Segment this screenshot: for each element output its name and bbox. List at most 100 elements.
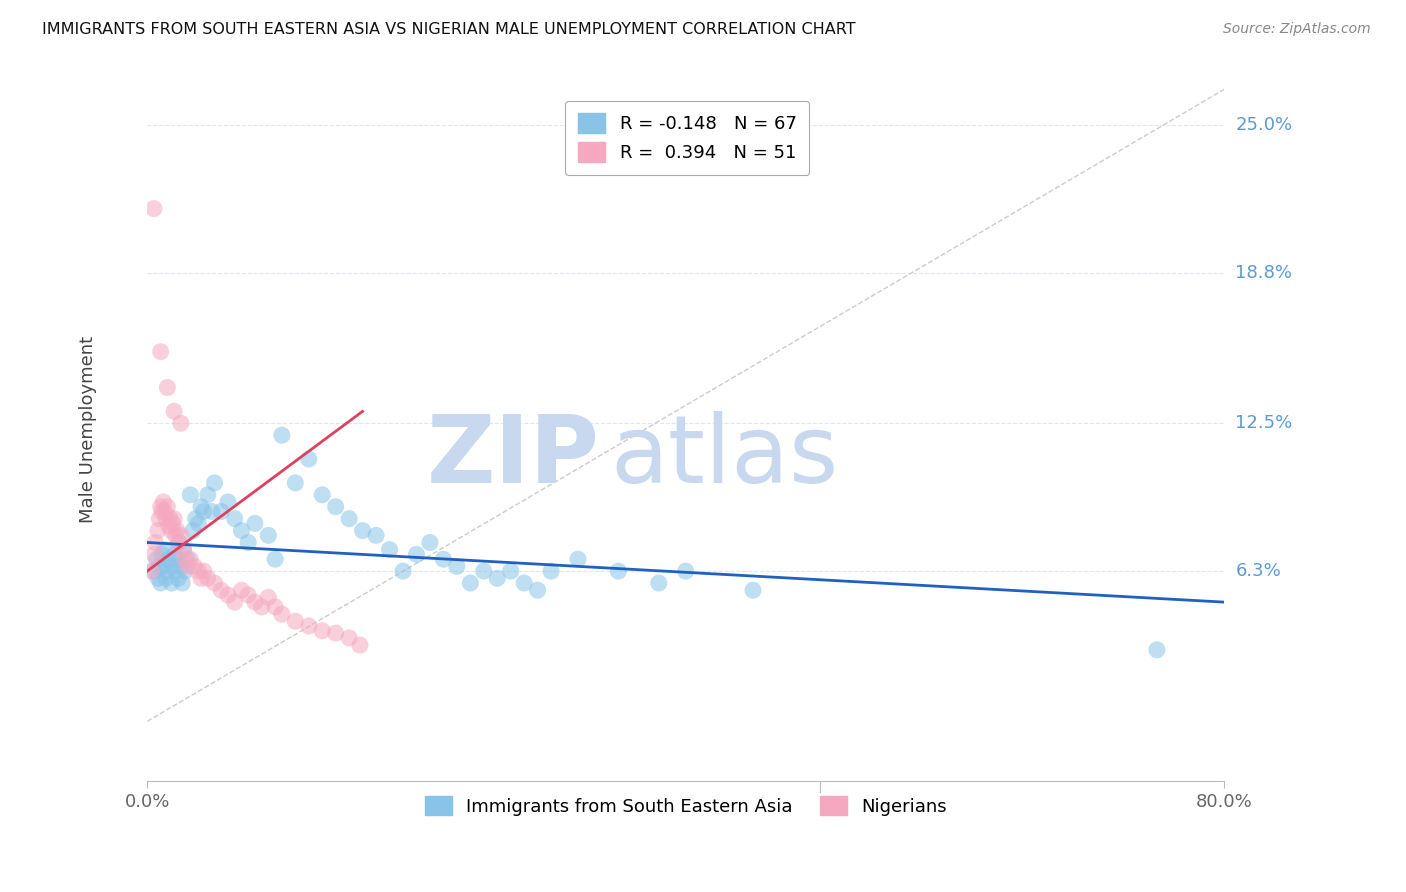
Point — [513, 576, 536, 591]
Text: ZIP: ZIP — [426, 411, 599, 503]
Point — [352, 524, 374, 538]
Text: atlas: atlas — [610, 411, 838, 503]
Point — [160, 576, 183, 591]
Point — [176, 552, 198, 566]
Point — [173, 542, 195, 557]
Point — [142, 564, 165, 578]
Point — [432, 552, 454, 566]
Point — [567, 552, 589, 566]
Point — [166, 524, 188, 538]
Point — [224, 595, 246, 609]
Legend: Immigrants from South Eastern Asia, Nigerians: Immigrants from South Eastern Asia, Nige… — [416, 787, 956, 825]
Point — [486, 571, 509, 585]
Point — [270, 428, 292, 442]
Point — [149, 344, 172, 359]
Point — [675, 564, 697, 578]
Point — [257, 591, 280, 605]
Point — [149, 500, 172, 514]
Point — [204, 576, 226, 591]
Point — [170, 417, 193, 431]
Point — [197, 571, 219, 585]
Point — [157, 518, 180, 533]
Point — [152, 495, 174, 509]
Point — [169, 535, 191, 549]
Point — [149, 576, 172, 591]
Point — [257, 528, 280, 542]
Point — [143, 535, 166, 549]
Point — [472, 564, 495, 578]
Point — [298, 619, 321, 633]
Point — [270, 607, 292, 621]
Point — [155, 571, 177, 585]
Point — [153, 504, 176, 518]
Point — [204, 475, 226, 490]
Point — [165, 564, 187, 578]
Point — [162, 559, 184, 574]
Point — [243, 516, 266, 531]
Point — [405, 548, 427, 562]
Point — [540, 564, 562, 578]
Point — [311, 488, 333, 502]
Point — [607, 564, 630, 578]
Point — [201, 504, 224, 518]
Point — [193, 564, 215, 578]
Point — [150, 504, 173, 518]
Text: 6.3%: 6.3% — [1236, 562, 1281, 580]
Point — [160, 524, 183, 538]
Point — [446, 559, 468, 574]
Point — [162, 516, 184, 531]
Point — [364, 528, 387, 542]
Point — [148, 559, 170, 574]
Point — [238, 535, 260, 549]
Point — [209, 504, 232, 518]
Point — [526, 583, 548, 598]
Point — [311, 624, 333, 638]
Point — [142, 202, 165, 216]
Point — [209, 583, 232, 598]
Point — [167, 571, 190, 585]
Point — [174, 564, 197, 578]
Point — [190, 500, 212, 514]
Point — [152, 559, 174, 574]
Text: Source: ZipAtlas.com: Source: ZipAtlas.com — [1223, 22, 1371, 37]
Point — [146, 571, 169, 585]
Point — [156, 564, 179, 578]
Point — [174, 552, 197, 566]
Point — [163, 548, 186, 562]
Text: 25.0%: 25.0% — [1236, 116, 1292, 134]
Point — [264, 552, 287, 566]
Text: 18.8%: 18.8% — [1236, 264, 1292, 282]
Point — [190, 571, 212, 585]
Point — [325, 500, 347, 514]
Point — [325, 626, 347, 640]
Point — [742, 583, 765, 598]
Point — [163, 404, 186, 418]
Point — [231, 583, 253, 598]
Point — [165, 528, 187, 542]
Point — [170, 559, 193, 574]
Point — [181, 524, 204, 538]
Point — [156, 500, 179, 514]
Point — [172, 576, 194, 591]
Point — [159, 511, 181, 525]
Point — [150, 548, 173, 562]
Point — [184, 511, 207, 525]
Point — [284, 614, 307, 628]
Point — [166, 552, 188, 566]
Point — [145, 552, 167, 566]
Point — [183, 559, 205, 574]
Point — [167, 535, 190, 549]
Point — [349, 638, 371, 652]
Point — [458, 576, 481, 591]
Point — [179, 552, 201, 566]
Point — [187, 516, 209, 531]
Point — [148, 511, 170, 525]
Point — [176, 559, 198, 574]
Point — [170, 528, 193, 542]
Point — [243, 595, 266, 609]
Point — [648, 576, 671, 591]
Point — [163, 511, 186, 525]
Point — [224, 511, 246, 525]
Point — [284, 475, 307, 490]
Point — [499, 564, 522, 578]
